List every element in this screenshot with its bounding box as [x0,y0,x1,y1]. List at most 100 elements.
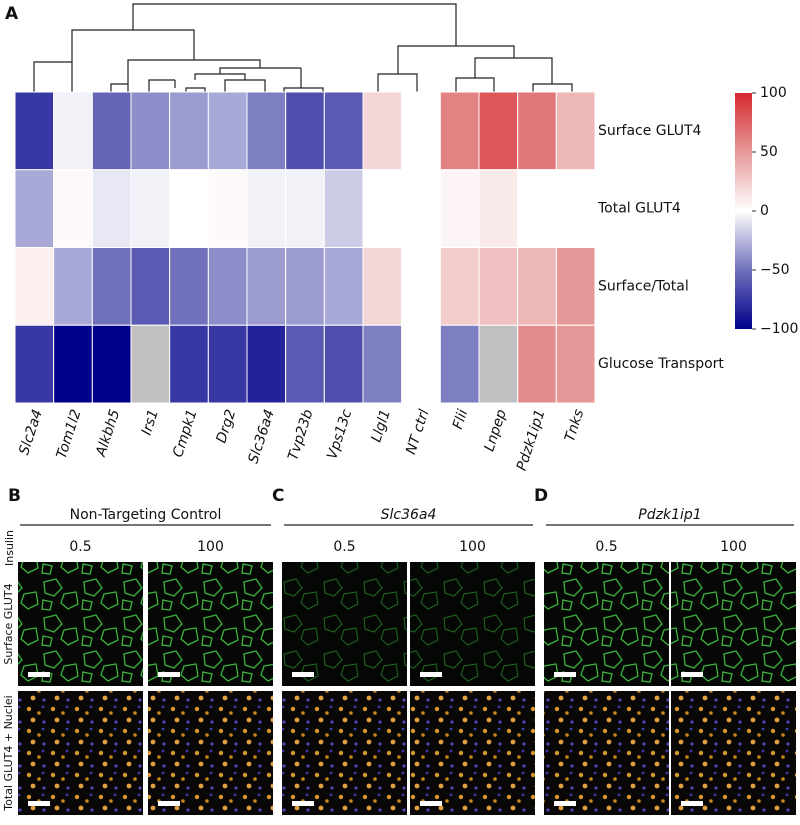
heat-cell [14,247,55,326]
image-panels: Insulin Surface GLUT4 Total GLUT4 + Nuclei… [2,486,796,815]
panel-label: A [5,4,19,24]
heat-cell [207,247,248,326]
heat-cell [53,247,93,326]
scale-bar [554,801,576,806]
micrograph [148,691,273,815]
heat-cell [323,91,364,171]
heat-cell [246,169,287,248]
dose-label: 100 [720,539,747,555]
scale-bar [158,672,180,677]
heat-cell [207,324,248,404]
heat-cell [517,324,557,404]
micrograph [671,562,796,686]
heat-cell [53,91,93,171]
scale-bar [292,672,314,677]
heat-cell [439,324,480,404]
micrograph [671,691,796,815]
heat-cell [169,247,209,326]
colorbar-tick-label: 100 [760,85,787,101]
heat-cell [362,247,403,326]
column-label: Flii [450,407,471,431]
column-label: Tnks [562,408,587,444]
scale-bar [158,801,180,806]
dose-label: 0.5 [333,539,355,555]
heat-cell [246,247,287,326]
heat-cell [555,169,596,248]
heat-cell [362,169,403,248]
heat-cell [478,247,519,326]
column-label: Alkbh5 [93,407,123,459]
heat-cell [401,91,441,171]
missing-cell [130,324,171,404]
heat-cell [285,91,325,171]
row-label: Surface/Total [598,278,689,294]
panel-title: Slc36a4 [381,507,437,523]
scale-bar [554,672,576,677]
column-label: Tvp23b [285,407,316,462]
heat-cell [285,169,325,248]
heat-cell [439,91,480,171]
heat-cell [14,169,55,248]
heat-cell [517,91,557,171]
dose-label: 100 [197,539,224,555]
heat-cell [323,169,364,248]
heat-cell [130,169,171,248]
colorbar [735,93,752,329]
heat-cell [478,91,519,171]
scale-bar [681,672,703,677]
micrograph [282,691,407,815]
scale-bar [28,672,50,677]
heat-cell [53,324,93,404]
heat-cell [285,324,325,404]
dendrogram [33,3,573,92]
heat-cell [439,247,480,326]
panel-title: Pdzk1ip1 [638,507,701,523]
image-row-label: Total GLUT4 + Nuclei [2,695,15,811]
colorbar-tick-label: −50 [760,262,790,278]
heat-cell [362,91,403,171]
row-label: Total GLUT4 [597,201,681,217]
heat-cell [323,324,364,404]
micrograph [18,691,143,815]
column-label: Llgl1 [368,408,394,445]
heat-cell [91,324,132,404]
micrograph [544,691,669,815]
colorbar-tick-label: 0 [760,203,769,219]
micrograph [410,691,535,815]
column-label: Slc36a4 [245,408,277,466]
column-label: Lnpep [481,407,510,453]
heat-cell [285,247,325,326]
micrograph [148,562,273,686]
heatmap: Surface GLUT4 Total GLUT4 Surface/Total Glu… [14,91,724,473]
column-label: Cmpk1 [170,408,200,460]
heat-cell [14,91,55,171]
heat-cell [555,91,596,171]
micrograph [282,562,407,686]
heat-cell [169,324,209,404]
heat-cell [439,169,480,248]
insulin-label: Insulin [3,530,16,566]
column-label: Slc2a4 [16,408,46,458]
heat-cell [91,91,132,171]
image-row-label: Surface GLUT4 [2,583,15,664]
heat-cell [401,324,441,404]
column-label: Tom1l2 [54,407,85,460]
row-label: Glucose Transport [598,356,724,372]
heat-cell [91,169,132,248]
heat-cell [478,169,519,248]
scale-bar [420,801,442,806]
column-label: Vps13c [324,407,355,461]
dose-label: 100 [459,539,486,555]
dose-label: 0.5 [595,539,617,555]
heat-cell [555,324,596,404]
heat-cell [53,169,93,248]
heat-cell [401,247,441,326]
heat-cell [207,169,248,248]
heat-cell [401,169,441,248]
scale-bar [420,672,442,677]
micrograph [18,562,143,686]
heat-cell [14,324,55,404]
panel-title: Non-Targeting Control [70,507,222,523]
heat-cell [130,247,171,326]
